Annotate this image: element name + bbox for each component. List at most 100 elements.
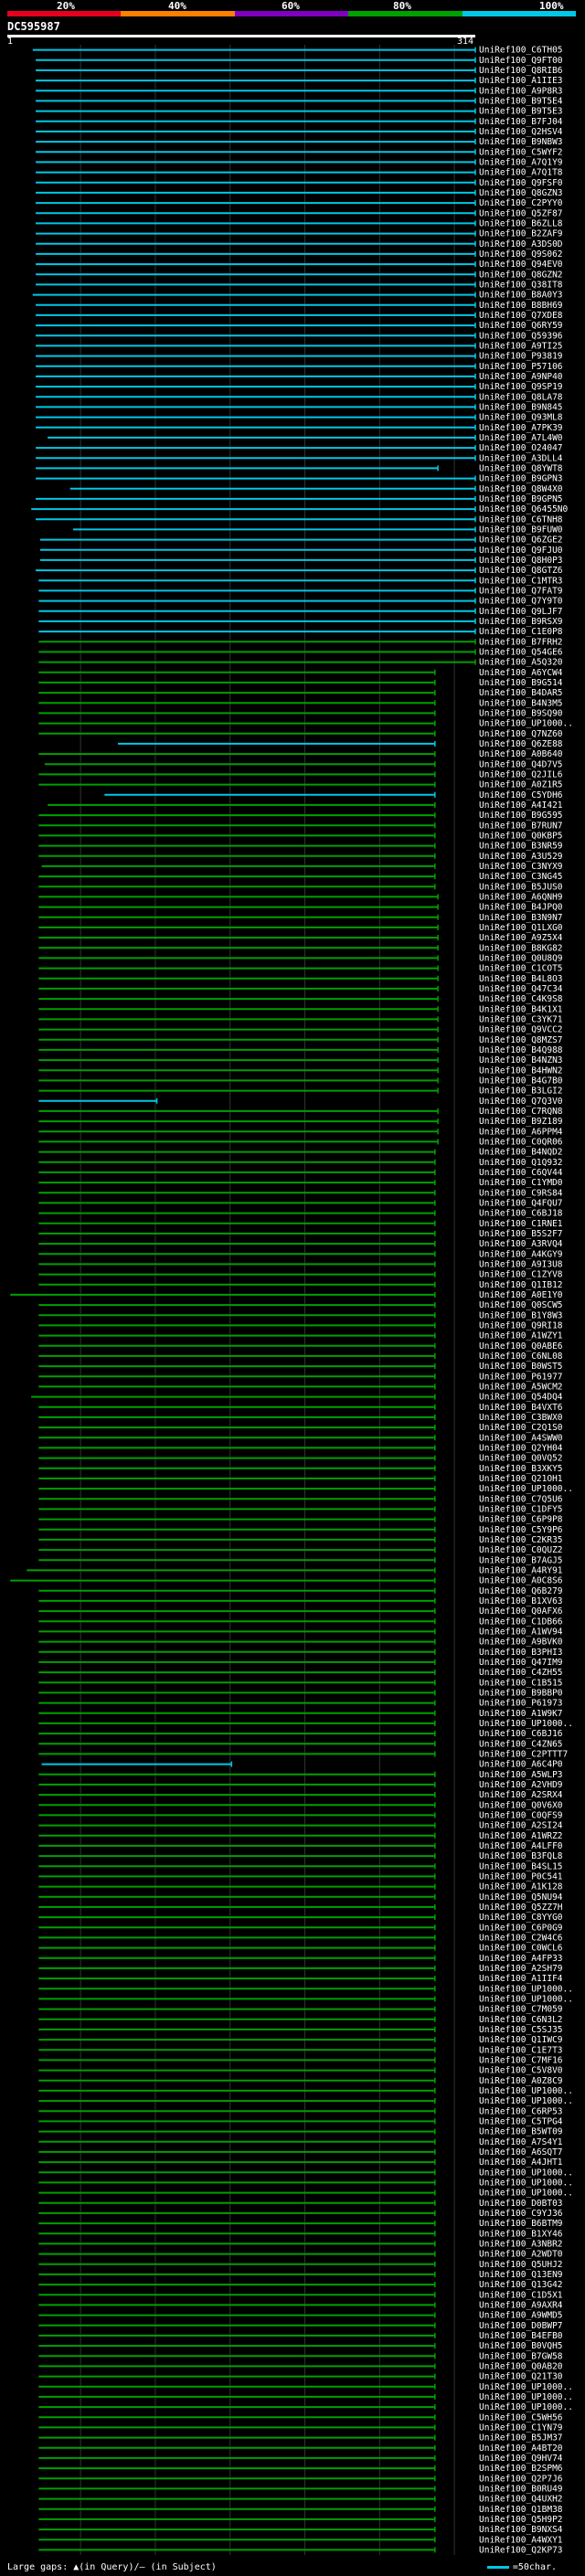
- hit-row[interactable]: UniRef100_Q9FJU0: [39, 546, 563, 556]
- hit-row[interactable]: UniRef100_B9RSX9: [38, 617, 563, 627]
- hit-row[interactable]: UniRef100_Q13EN9: [38, 2270, 563, 2280]
- hit-row[interactable]: UniRef100_B8KG82: [38, 943, 563, 953]
- hit-row[interactable]: UniRef100_Q0VQ52: [38, 1454, 563, 1464]
- hit-row[interactable]: UniRef100_A0Z8C9: [38, 2076, 563, 2086]
- hit-row[interactable]: UniRef100_A4BT20: [38, 2443, 563, 2454]
- hit-row[interactable]: UniRef100_UP1000..: [38, 1484, 573, 1494]
- hit-row[interactable]: UniRef100_A3DLL4: [36, 453, 563, 463]
- hit-row[interactable]: UniRef100_Q2KP73: [38, 2545, 563, 2555]
- hit-row[interactable]: UniRef100_C6P9P8: [38, 1515, 563, 1525]
- hit-row[interactable]: UniRef100_B7FJ04: [36, 117, 563, 127]
- hit-row[interactable]: UniRef100_B9NXS4: [38, 2525, 563, 2535]
- hit-row[interactable]: UniRef100_A2SH79: [38, 1964, 563, 1974]
- hit-row[interactable]: UniRef100_C1DB66: [38, 1617, 563, 1627]
- hit-row[interactable]: UniRef100_B2SPM6: [38, 2464, 563, 2474]
- hit-row[interactable]: UniRef100_UP1000..: [38, 2382, 573, 2392]
- hit-row[interactable]: UniRef100_A9BVK0: [38, 1638, 563, 1648]
- hit-row[interactable]: UniRef100_C6BJ18: [38, 1209, 563, 1219]
- hit-row[interactable]: UniRef100_B6BTM9: [38, 2219, 563, 2229]
- hit-row[interactable]: UniRef100_B4DAR5: [38, 688, 563, 698]
- hit-row[interactable]: UniRef100_Q38IT8: [36, 280, 563, 290]
- hit-row[interactable]: UniRef100_C6QV44: [38, 1168, 563, 1178]
- hit-row[interactable]: UniRef100_C3YK71: [38, 1014, 563, 1024]
- hit-row[interactable]: UniRef100_A9I3U8: [38, 1259, 563, 1269]
- hit-row[interactable]: UniRef100_B8A0Y3: [32, 291, 563, 301]
- hit-row[interactable]: UniRef100_A5WCM2: [38, 1382, 563, 1392]
- hit-row[interactable]: UniRef100_Q5ZZ7H: [38, 1903, 563, 1913]
- hit-row[interactable]: UniRef100_B3PHI3: [38, 1648, 563, 1658]
- hit-row[interactable]: UniRef100_B0RU49: [38, 2484, 563, 2494]
- hit-row[interactable]: UniRef100_P61977: [38, 1372, 563, 1382]
- hit-row[interactable]: UniRef100_Q7Q3V0: [38, 1097, 563, 1107]
- hit-row[interactable]: UniRef100_B4N3M5: [38, 698, 563, 708]
- hit-row[interactable]: UniRef100_A0B640: [38, 749, 563, 759]
- hit-row[interactable]: UniRef100_Q6ZE88: [118, 739, 563, 749]
- hit-row[interactable]: UniRef100_UP1000..: [38, 1984, 573, 1994]
- hit-row[interactable]: UniRef100_Q9FT00: [36, 56, 563, 66]
- hit-row[interactable]: UniRef100_C8YYG0: [38, 1913, 563, 1923]
- hit-row[interactable]: UniRef100_A7L4W0: [48, 433, 563, 443]
- hit-row[interactable]: UniRef100_D0BWP7: [38, 2321, 563, 2331]
- hit-row[interactable]: UniRef100_C1E7T3: [38, 2045, 563, 2055]
- hit-row[interactable]: UniRef100_UP1000..: [38, 2178, 573, 2188]
- hit-row[interactable]: UniRef100_C1COT5: [38, 964, 563, 974]
- hit-row[interactable]: UniRef100_A7Q1Y9: [36, 157, 563, 167]
- hit-row[interactable]: UniRef100_A2SI24: [38, 1821, 563, 1831]
- hit-row[interactable]: UniRef100_C7Q5U6: [38, 1494, 563, 1504]
- hit-row[interactable]: UniRef100_A7PK39: [36, 423, 563, 433]
- hit-row[interactable]: UniRef100_Q47C34: [38, 984, 563, 994]
- hit-row[interactable]: UniRef100_B4K1X1: [38, 1004, 563, 1014]
- hit-row[interactable]: UniRef100_B0WST5: [38, 1362, 563, 1372]
- hit-row[interactable]: UniRef100_B5JM37: [38, 2433, 563, 2443]
- hit-row[interactable]: UniRef100_A4SWW0: [38, 1433, 563, 1443]
- hit-row[interactable]: UniRef100_C4K9S8: [38, 994, 563, 1004]
- hit-row[interactable]: UniRef100_Q5NU94: [38, 1892, 563, 1903]
- hit-row[interactable]: UniRef100_A4FP33: [38, 1954, 563, 1964]
- hit-row[interactable]: UniRef100_C3NG45: [38, 872, 563, 882]
- hit-row[interactable]: UniRef100_Q1IWC9: [38, 2035, 563, 2045]
- hit-row[interactable]: UniRef100_C2W4C6: [38, 1933, 563, 1943]
- hit-row[interactable]: UniRef100_A2VHD9: [38, 1780, 563, 1790]
- hit-row[interactable]: UniRef100_UP1000..: [38, 2086, 573, 2096]
- hit-row[interactable]: UniRef100_C6TNH8: [36, 514, 563, 525]
- hit-row[interactable]: UniRef100_C5Y9P6: [38, 1525, 563, 1535]
- hit-row[interactable]: UniRef100_Q4UXH2: [38, 2495, 563, 2505]
- hit-row[interactable]: UniRef100_A2WDT0: [38, 2250, 563, 2260]
- hit-row[interactable]: UniRef100_B9G595: [38, 811, 563, 821]
- hit-row[interactable]: UniRef100_B2ZAF9: [36, 229, 563, 239]
- hit-row[interactable]: UniRef100_C2Q1S0: [38, 1423, 563, 1433]
- hit-row[interactable]: UniRef100_Q2P7J6: [38, 2474, 563, 2484]
- hit-row[interactable]: UniRef100_Q6ZGE2: [39, 535, 563, 546]
- hit-row[interactable]: UniRef100_Q9VCC2: [38, 1025, 563, 1035]
- hit-row[interactable]: UniRef100_Q21T30: [38, 2372, 563, 2382]
- hit-row[interactable]: UniRef100_C6TH05: [32, 46, 563, 56]
- hit-row[interactable]: UniRef100_Q8W4X0: [69, 484, 563, 494]
- hit-row[interactable]: UniRef100_P93819: [36, 352, 563, 362]
- hit-row[interactable]: UniRef100_B7AGJ5: [38, 1555, 563, 1565]
- hit-row[interactable]: UniRef100_Q54DQ4: [31, 1393, 563, 1403]
- hit-row[interactable]: UniRef100_A4JHT1: [38, 2157, 563, 2168]
- hit-row[interactable]: UniRef100_Q7NZ60: [38, 729, 563, 739]
- hit-row[interactable]: UniRef100_A7S4Y1: [38, 2137, 563, 2147]
- hit-row[interactable]: UniRef100_Q7XDE8: [36, 311, 563, 321]
- hit-row[interactable]: UniRef100_A9Z5X4: [38, 933, 563, 943]
- hit-row[interactable]: UniRef100_A3DS0D: [36, 239, 563, 249]
- hit-row[interactable]: UniRef100_A9AXR4: [38, 2300, 563, 2310]
- hit-row[interactable]: UniRef100_Q8RIB6: [36, 66, 563, 76]
- hit-row[interactable]: UniRef100_B9SQ90: [38, 708, 563, 718]
- hit-row[interactable]: UniRef100_Q5UHJ2: [38, 2260, 563, 2270]
- hit-row[interactable]: UniRef100_C2KR35: [38, 1535, 563, 1545]
- hit-row[interactable]: UniRef100_C5WH56: [38, 2412, 563, 2422]
- hit-row[interactable]: UniRef100_Q8H0P3: [39, 556, 563, 566]
- hit-row[interactable]: UniRef100_C1RNE1: [38, 1219, 563, 1229]
- hit-row[interactable]: UniRef100_UP1000..: [38, 1994, 573, 2004]
- hit-row[interactable]: UniRef100_B7GW58: [38, 2351, 563, 2361]
- hit-row[interactable]: UniRef100_Q6B279: [38, 1586, 563, 1596]
- hit-row[interactable]: UniRef100_Q9FSF0: [36, 178, 563, 188]
- hit-row[interactable]: UniRef100_B4HWN2: [38, 1065, 563, 1076]
- hit-row[interactable]: UniRef100_A1WRZ2: [38, 1831, 563, 1841]
- hit-row[interactable]: UniRef100_Q0SCW5: [38, 1300, 563, 1310]
- hit-row[interactable]: UniRef100_A7Q1T8: [36, 168, 563, 178]
- hit-row[interactable]: UniRef100_A9TI25: [36, 341, 563, 351]
- hit-row[interactable]: UniRef100_B9Z189: [38, 1117, 563, 1127]
